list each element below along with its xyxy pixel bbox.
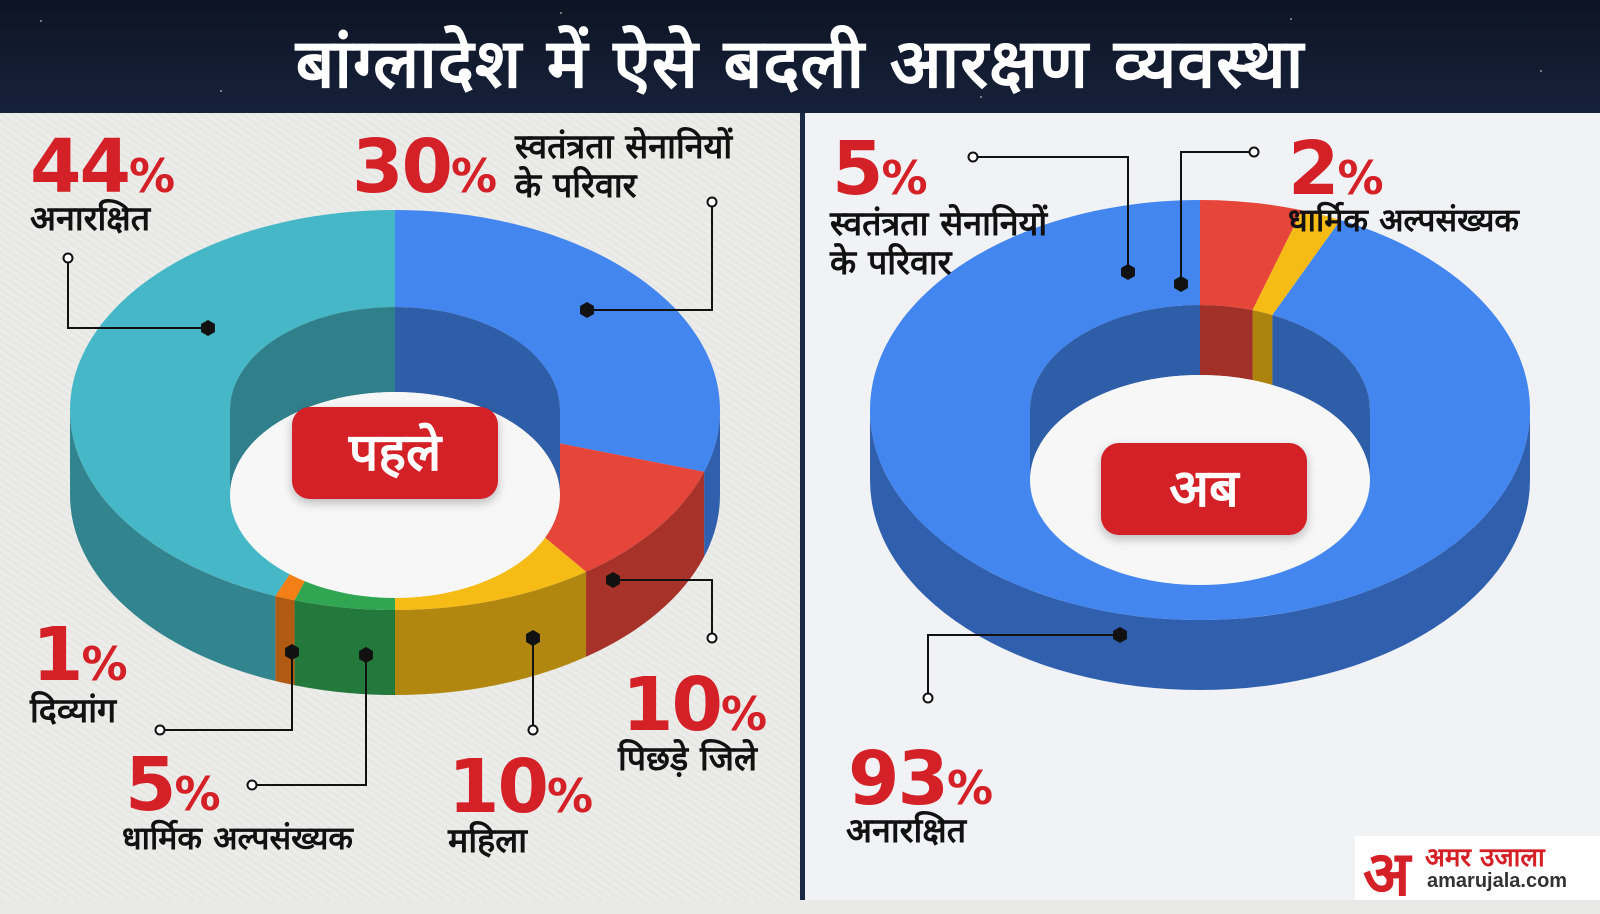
women-before-pct: 10% <box>448 744 594 830</box>
leader-unreserved-before-line <box>67 258 208 329</box>
after-side-2 <box>870 410 1530 690</box>
header-banner: बांग्लादेश में ऐसे बदली आरक्षण व्यवस्था <box>0 0 1600 113</box>
freedom-after-pct: 5% <box>832 126 928 212</box>
leader-unreserved-before-end <box>62 252 74 264</box>
leader-freedom-after-dot <box>1121 264 1135 280</box>
after-inner-1-0 <box>1252 310 1273 385</box>
logo-url: amarujala.com <box>1427 870 1568 892</box>
before-side-5 <box>70 410 276 681</box>
logo-glyph: अ <box>1363 837 1411 910</box>
leader-backward-before-dot <box>606 572 620 588</box>
amarujala-logo: अ अमर उजाला amarujala.com <box>1355 836 1600 910</box>
panel-divider <box>800 113 805 900</box>
before-side-4 <box>275 595 295 686</box>
before-side-0 <box>704 410 720 557</box>
leader-religious-after-line <box>1180 151 1254 284</box>
leader-religious-before-line <box>252 655 367 786</box>
before-slice-0 <box>395 210 720 472</box>
before-side-3 <box>294 600 395 695</box>
religious-before-pct: 5% <box>125 742 221 828</box>
before-slice-5 <box>69 210 395 596</box>
before-side-1 <box>586 471 705 657</box>
leader-unreserved-after-line <box>927 634 1120 698</box>
unreserved-after-label: अनारक्षित <box>846 811 967 851</box>
leader-unreserved-after-end <box>922 692 934 704</box>
before-side-2 <box>395 571 587 695</box>
religious-after-pct: 2% <box>1288 126 1384 212</box>
leader-freedom-after-end <box>967 151 979 163</box>
leader-unreserved-after-dot <box>1113 627 1127 643</box>
unreserved-after-pct: 93% <box>848 736 994 822</box>
leader-freedom-after-line <box>973 156 1129 272</box>
unreserved-before-label: अनारक्षित <box>30 199 151 239</box>
leader-disabled-before-dot <box>285 644 299 660</box>
leader-freedom-before-dot <box>580 302 594 318</box>
leader-women-before-dot <box>526 630 540 646</box>
leader-backward-before-line <box>613 579 713 638</box>
leader-religious-before-end <box>246 779 258 791</box>
after-slice-0 <box>1200 200 1302 311</box>
after-inner-2-0 <box>1272 314 1370 480</box>
page-title: बांग्लादेश में ऐसे बदली आरक्षण व्यवस्था <box>295 25 1305 104</box>
women-before-label: महिला <box>448 821 528 861</box>
disabled-before-pct: 1% <box>32 612 128 698</box>
after-inner-0-0 <box>1200 305 1253 381</box>
after-slice-2 <box>870 200 1531 620</box>
religious-before-label: धार्मिक अल्पसंख्यक <box>122 819 353 857</box>
freedom-before-pct: 30% <box>352 124 498 210</box>
leader-disabled-before-line <box>160 652 293 731</box>
after-inner-2-1 <box>1030 305 1200 480</box>
before-inner-5-0 <box>230 307 395 495</box>
leader-freedom-before-line <box>587 202 713 311</box>
freedom-after-label: स्वतंत्रता सेनानियों के परिवार <box>830 204 1048 284</box>
after-slice-1 <box>1252 210 1341 315</box>
leader-religious-before-dot <box>359 647 373 663</box>
religious-after-label: धार्मिक अल्पसंख्यक <box>1288 201 1519 239</box>
leader-backward-before-end <box>706 632 718 644</box>
backward-before-label: पिछड़े जिले <box>618 739 758 779</box>
disabled-before-label: दिव्यांग <box>30 691 117 731</box>
leader-religious-after-end <box>1248 146 1260 158</box>
leader-women-before-end <box>527 724 539 736</box>
freedom-before-label: स्वतंत्रता सेनानियों के परिवार <box>515 127 733 207</box>
leader-freedom-before-end <box>706 196 718 208</box>
leader-disabled-before-end <box>154 724 166 736</box>
unreserved-before-pct: 44% <box>30 124 176 210</box>
after-badge: अब <box>1101 443 1307 535</box>
backward-before-pct: 10% <box>622 662 768 748</box>
before-inner-0-0 <box>395 307 560 495</box>
leader-unreserved-before-dot <box>201 320 215 336</box>
logo-name: अमर उजाला <box>1425 843 1545 873</box>
leader-religious-after-dot <box>1174 276 1188 292</box>
before-badge: पहले <box>292 407 498 499</box>
